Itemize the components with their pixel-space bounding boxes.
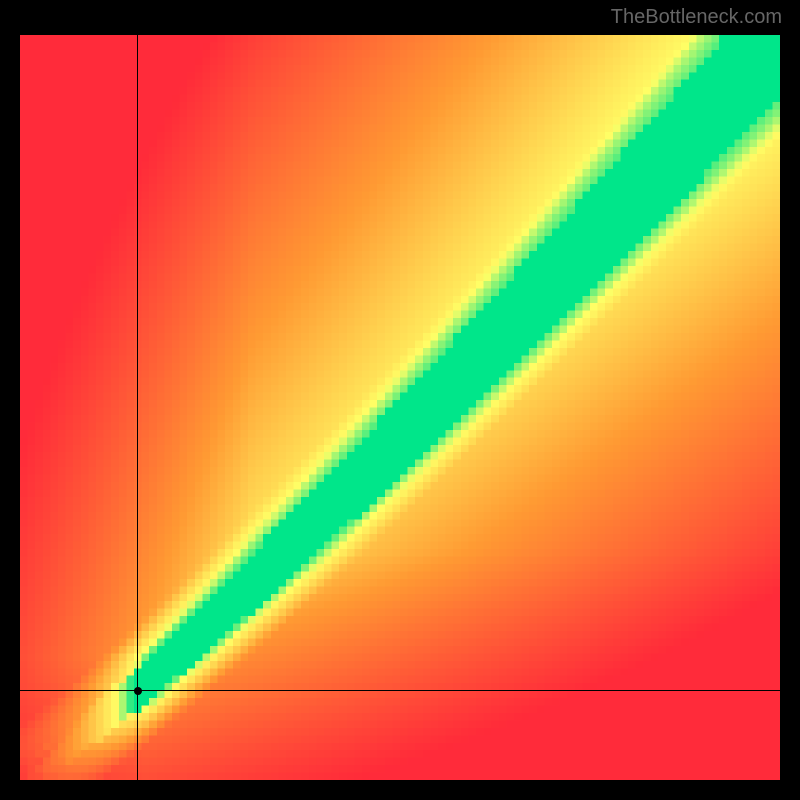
- crosshair-vertical: [137, 35, 138, 780]
- watermark-text: TheBottleneck.com: [611, 6, 782, 29]
- heatmap-plot: [20, 35, 780, 780]
- heatmap-canvas: [20, 35, 780, 780]
- data-point-marker: [134, 687, 142, 695]
